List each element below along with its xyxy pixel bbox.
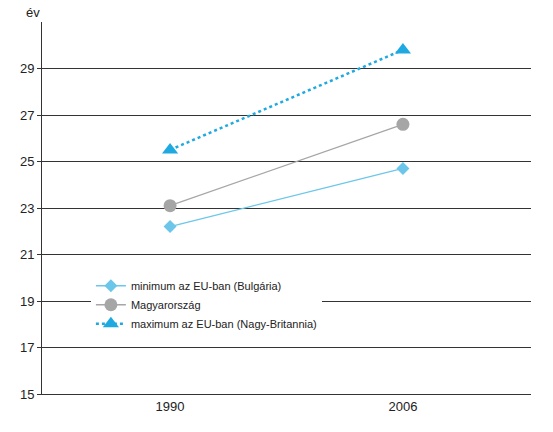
svg-text:maximum az EU-ban (Nagy-Britan: maximum az EU-ban (Nagy-Britannia) [131,318,317,330]
svg-text:23: 23 [20,201,34,216]
svg-text:15: 15 [20,387,34,402]
svg-text:1990: 1990 [156,399,185,414]
svg-text:21: 21 [20,247,34,262]
svg-text:2006: 2006 [388,399,417,414]
svg-text:minimum az EU-ban (Bulgária): minimum az EU-ban (Bulgária) [131,280,281,292]
svg-text:év: év [26,5,40,20]
svg-text:27: 27 [20,108,34,123]
svg-text:19: 19 [20,294,34,309]
svg-text:Magyarország: Magyarország [131,299,201,311]
svg-text:25: 25 [20,154,34,169]
svg-text:29: 29 [20,61,34,76]
svg-text:17: 17 [20,340,34,355]
